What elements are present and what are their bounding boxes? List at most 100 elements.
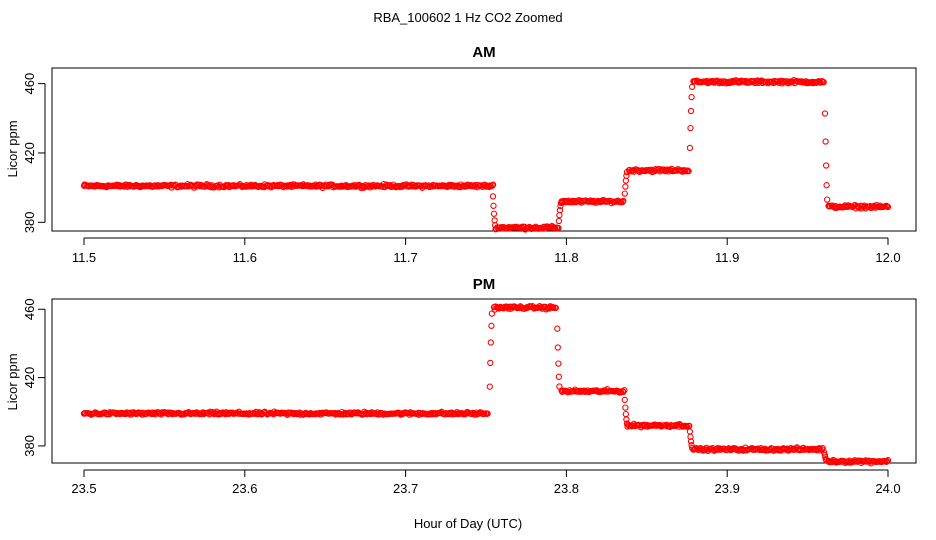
am-x-tick-label: 11.6	[233, 250, 257, 265]
am-data-point	[678, 167, 685, 174]
am-data-point	[622, 183, 629, 190]
am-data-point	[555, 217, 563, 225]
x-axis-label: Hour of Day (UTC)	[414, 516, 522, 531]
am-data-point	[735, 77, 743, 85]
am-y-axis-label-text: Licor ppm	[5, 120, 20, 177]
am-panel: AM Licor ppm 11.5 11.6 11.7 11.8 11.9 12.0 38…	[5, 44, 917, 265]
pm-data-point	[797, 445, 804, 453]
pm-data-point	[823, 457, 830, 464]
am-data-point	[448, 181, 455, 189]
pm-data-point	[616, 388, 624, 395]
am-data-point	[444, 183, 452, 190]
pm-data-point	[687, 438, 695, 445]
am-data-point	[621, 190, 628, 197]
pm-data-point	[129, 410, 137, 417]
pm-panel-title: PM	[473, 276, 496, 293]
am-data-point	[556, 206, 564, 214]
pm-x-tick-label: 24.0	[875, 481, 900, 496]
pm-data-point	[624, 421, 632, 428]
am-data-point	[177, 183, 185, 190]
pm-data-point	[229, 409, 236, 416]
pm-data-point	[554, 344, 561, 351]
pm-x-tick-label: 23.8	[554, 481, 579, 496]
am-data-point	[556, 211, 563, 219]
pm-x-tick-label: 23.7	[393, 481, 418, 496]
pm-data-point	[716, 445, 723, 452]
pm-y-axis-label-text: Licor ppm	[5, 353, 20, 410]
pm-data-point	[487, 339, 494, 346]
am-data-point	[361, 183, 368, 190]
am-data-point	[490, 202, 497, 209]
pm-data-point	[884, 457, 892, 464]
pm-data-point	[755, 445, 762, 452]
am-data-point	[823, 182, 830, 189]
am-y-axis-label: Licor ppm	[5, 120, 20, 177]
pm-data-point	[428, 409, 436, 417]
am-data-point	[821, 110, 829, 117]
pm-x-tick-label: 23.5	[71, 481, 96, 496]
pm-data-point	[729, 445, 736, 452]
am-x-tick-label: 11.7	[393, 250, 417, 265]
pm-data-point	[255, 410, 262, 417]
pm-data-point	[713, 446, 720, 453]
am-data-point	[658, 166, 666, 173]
am-data-point	[687, 107, 695, 115]
pm-data-point	[487, 359, 494, 367]
am-data-point	[486, 182, 494, 189]
am-panel-title: AM	[472, 44, 495, 61]
am-y-tick-label: 460	[22, 73, 37, 95]
am-data-point	[688, 93, 695, 101]
pm-data-point	[556, 383, 563, 390]
am-data-point	[816, 78, 823, 85]
am-data-point	[824, 196, 831, 203]
pm-data-point	[161, 409, 169, 416]
pm-data-points	[80, 302, 892, 467]
pm-data-point	[861, 458, 868, 465]
am-data-point	[284, 183, 291, 190]
am-data-point	[688, 83, 696, 91]
pm-data-point	[552, 304, 559, 312]
pm-data-point	[686, 428, 694, 435]
pm-data-point	[484, 410, 491, 417]
pm-data-point	[623, 420, 631, 427]
pm-data-point	[554, 325, 561, 332]
am-x-tick-label: 11.5	[72, 250, 96, 265]
pm-y-tick-label: 420	[22, 367, 37, 389]
am-data-point	[620, 197, 627, 205]
pm-data-point	[622, 404, 629, 411]
pm-data-point	[555, 360, 562, 367]
am-data-point	[491, 222, 499, 229]
pm-data-point	[530, 304, 537, 311]
pm-data-point	[864, 458, 871, 465]
am-data-point	[155, 183, 162, 190]
pm-y-tick-label: 460	[22, 298, 37, 320]
am-data-point	[229, 182, 236, 190]
am-plot-frame	[51, 67, 917, 232]
pm-data-point	[441, 411, 448, 418]
am-data-point	[723, 80, 730, 87]
am-data-point	[470, 182, 477, 189]
pm-data-point	[432, 410, 439, 417]
pm-data-point	[584, 387, 592, 394]
pm-data-point	[504, 304, 511, 311]
am-x-tick-label: 12.0	[875, 250, 900, 265]
am-data-point	[123, 182, 130, 189]
pm-y-tick-label: 380	[22, 435, 37, 457]
pm-data-point	[621, 396, 628, 404]
am-data-point	[623, 172, 630, 179]
am-y-tick-label: 380	[22, 211, 37, 233]
pm-data-point	[883, 458, 891, 465]
pm-data-point	[621, 387, 628, 394]
pm-data-point	[488, 322, 495, 329]
pm-data-point	[688, 444, 696, 452]
pm-panel: PM Licor ppm 23.5 23.6 23.7 23.8 23.9 24.0 38…	[5, 276, 917, 496]
pm-data-point	[149, 409, 156, 416]
am-data-point	[490, 210, 498, 217]
am-data-point	[113, 181, 120, 188]
am-data-point	[822, 162, 830, 169]
pm-x-tick-label: 23.9	[715, 481, 740, 496]
pm-x-axis: 23.5 23.6 23.7 23.8 23.9 24.0	[71, 469, 901, 496]
pm-y-axis: 380 420 460	[22, 298, 46, 457]
am-x-axis: 11.5 11.6 11.7 11.8 11.9 12.0	[72, 237, 901, 265]
